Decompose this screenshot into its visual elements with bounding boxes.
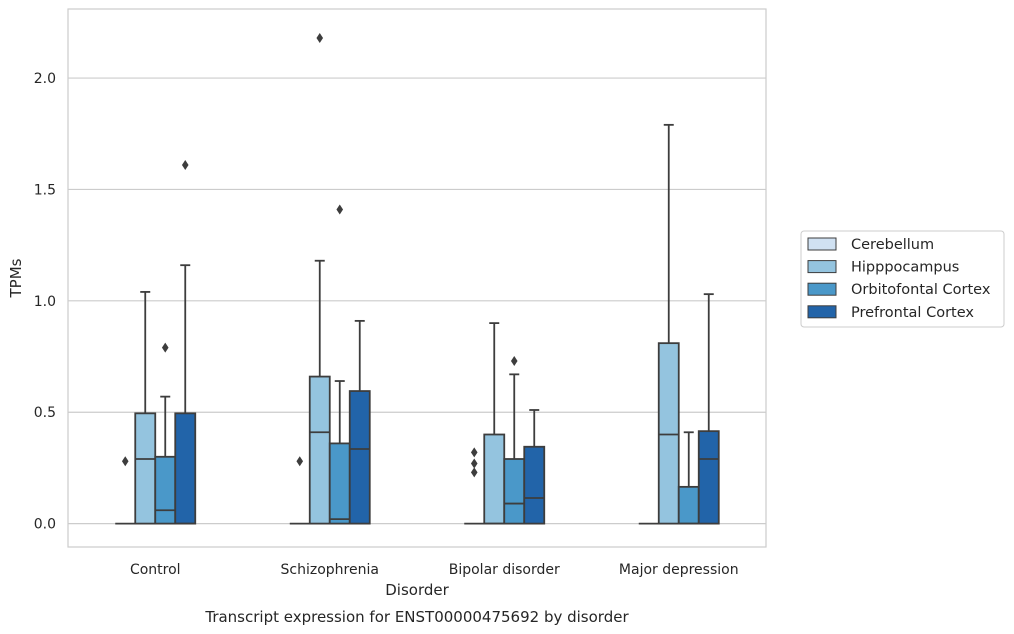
box-groups bbox=[115, 32, 720, 525]
box-group bbox=[464, 447, 485, 525]
box-group bbox=[523, 409, 546, 525]
outlier-point bbox=[161, 342, 169, 353]
box-iqr bbox=[308, 375, 331, 525]
legend: Cerebellum Hipppocampus Orbitofontal Corte… bbox=[800, 230, 1005, 328]
legend-label: Cerebellum bbox=[851, 237, 934, 253]
plot-area bbox=[67, 8, 767, 548]
box-group bbox=[154, 342, 177, 525]
box-group bbox=[174, 159, 197, 525]
legend-swatch bbox=[807, 260, 837, 274]
box-group bbox=[697, 293, 720, 525]
x-tick-label: Major depression bbox=[619, 562, 739, 578]
box-group bbox=[657, 123, 680, 525]
outlier-point bbox=[470, 467, 478, 478]
y-tick-label: 0.5 bbox=[34, 405, 56, 421]
y-tick-label: 2.0 bbox=[34, 71, 56, 87]
chart-caption: Transcript expression for ENST0000047569… bbox=[204, 608, 629, 626]
outlier-point bbox=[121, 456, 129, 467]
x-tick-label: Schizophrenia bbox=[281, 562, 379, 578]
box-iqr bbox=[523, 445, 546, 525]
x-tick-label: Bipolar disorder bbox=[449, 562, 560, 578]
box-group bbox=[348, 319, 371, 525]
box-iqr bbox=[134, 412, 157, 525]
box-iqr bbox=[697, 430, 720, 525]
outlier-point bbox=[470, 447, 478, 458]
outlier-point bbox=[181, 159, 189, 170]
box-group bbox=[328, 204, 351, 525]
box-group bbox=[115, 456, 136, 525]
box-group bbox=[308, 32, 331, 525]
box-group bbox=[289, 456, 310, 525]
box-group bbox=[134, 291, 157, 525]
outlier-point bbox=[510, 355, 518, 366]
y-tick-label: 1.5 bbox=[34, 182, 56, 198]
y-tick-label: 0.0 bbox=[34, 517, 56, 533]
y-tick-label: 1.0 bbox=[34, 294, 56, 310]
x-tick-label: Control bbox=[130, 562, 181, 578]
outlier-point bbox=[316, 32, 324, 43]
legend-swatch bbox=[807, 237, 837, 251]
box-iqr bbox=[348, 390, 371, 525]
y-tick-labels: 0.0 0.5 1.0 1.5 2.0 bbox=[34, 71, 56, 533]
outlier-point bbox=[336, 204, 344, 215]
legend-swatch bbox=[807, 282, 837, 296]
box-iqr bbox=[328, 442, 351, 525]
box-iqr bbox=[657, 342, 680, 525]
legend-label: Hipppocampus bbox=[851, 260, 959, 276]
legend-swatch bbox=[807, 305, 837, 319]
box-group bbox=[503, 355, 526, 525]
legend-frame bbox=[800, 230, 1005, 328]
x-axis-label: Disorder bbox=[385, 581, 449, 599]
outlier-point bbox=[470, 458, 478, 469]
box-group bbox=[483, 322, 506, 525]
outlier-point bbox=[296, 456, 304, 467]
box-iqr bbox=[174, 412, 197, 525]
x-tick-labels: Control Schizophrenia Bipolar disorder Majo… bbox=[130, 562, 739, 578]
box-iqr bbox=[503, 458, 526, 525]
box-iqr bbox=[154, 455, 177, 525]
box-iqr bbox=[483, 433, 506, 525]
legend-label: Orbitofontal Cortex bbox=[851, 282, 991, 298]
y-axis-label: TPMs bbox=[7, 258, 25, 298]
box-group bbox=[677, 431, 700, 525]
box-iqr bbox=[677, 485, 700, 525]
legend-label: Prefrontal Cortex bbox=[851, 305, 974, 321]
